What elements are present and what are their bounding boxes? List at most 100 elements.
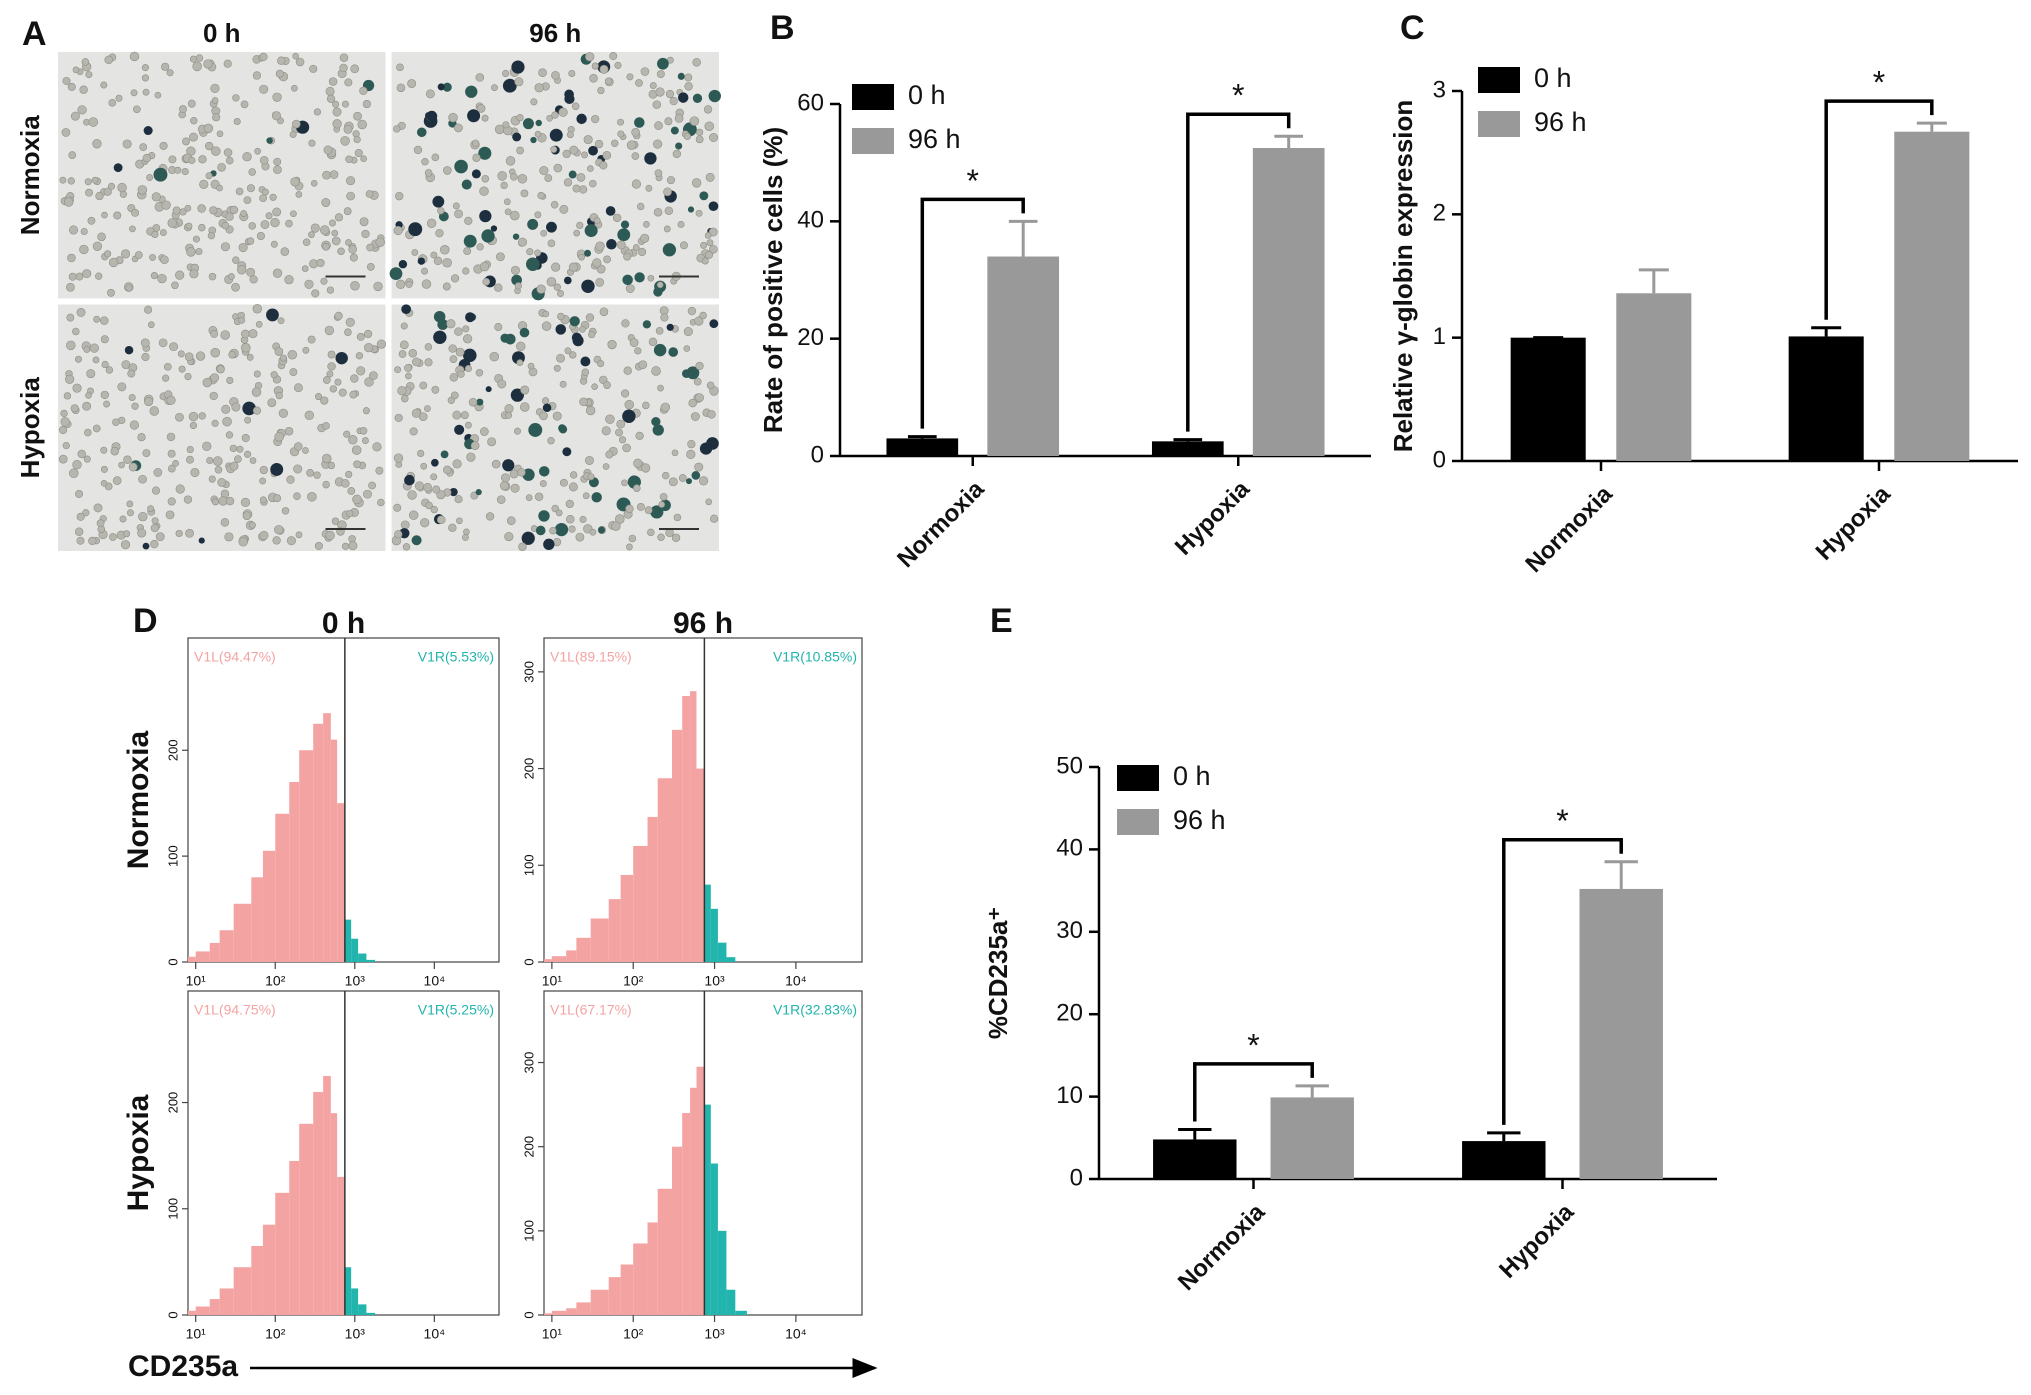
cell: [461, 533, 469, 541]
cell: [81, 58, 90, 66]
cell: [599, 161, 608, 170]
cell: [476, 104, 486, 113]
x-tick-label: 10⁴: [424, 1326, 446, 1342]
cell: [240, 329, 250, 339]
cell: [468, 397, 478, 407]
cell: [405, 372, 412, 380]
cell: [249, 457, 257, 464]
cell: [326, 94, 336, 103]
cell: [512, 132, 522, 142]
cell: [177, 350, 185, 358]
histogram-bin: [672, 729, 683, 962]
cell: [569, 145, 579, 155]
cell: [510, 483, 520, 493]
histogram-bin: [704, 884, 711, 962]
cell: [620, 220, 630, 229]
cell: [117, 182, 127, 193]
cell: [189, 269, 199, 279]
cell: [592, 258, 602, 268]
cell: [449, 355, 458, 363]
cell: [634, 272, 645, 283]
histogram-bin: [330, 739, 338, 962]
legend-swatch: [1478, 67, 1520, 93]
cell: [85, 188, 93, 197]
cell: [172, 460, 179, 467]
cell: [175, 412, 184, 422]
cell: [547, 437, 555, 445]
cell: [329, 219, 336, 227]
cell: [310, 223, 320, 233]
cell: [211, 146, 221, 156]
y-tick-label: 20: [797, 324, 824, 351]
cell: [588, 145, 598, 156]
cell: [259, 52, 268, 61]
cell: [497, 171, 507, 181]
cell: [363, 489, 372, 499]
cell: [167, 497, 176, 506]
y-tick-label: 200: [521, 1136, 536, 1158]
legend-swatch: [1478, 111, 1520, 137]
histogram-bin: [233, 903, 252, 962]
histogram-bin: [262, 1224, 276, 1315]
cell: [418, 412, 428, 422]
cell: [436, 515, 446, 525]
cell: [623, 366, 632, 375]
cell: [695, 209, 703, 217]
cell: [175, 529, 183, 538]
cell: [433, 330, 447, 344]
cell: [356, 332, 365, 341]
cell: [75, 272, 84, 281]
legend-label: 96 h: [908, 124, 961, 154]
cell: [407, 79, 417, 88]
histogram-bin: [344, 1267, 352, 1315]
cell: [657, 57, 669, 70]
cell: [654, 169, 663, 177]
histogram-bin: [323, 1075, 331, 1315]
cell: [691, 471, 701, 480]
cell: [221, 404, 231, 414]
cell: [348, 435, 358, 445]
cell: [472, 153, 481, 162]
cell: [220, 242, 230, 252]
cell: [572, 335, 584, 347]
y-tick-label: 40: [1056, 835, 1083, 862]
histogram-bin: [544, 1313, 552, 1315]
cell: [275, 69, 284, 78]
cell: [159, 141, 168, 150]
cell: [605, 206, 616, 216]
y-tick-label: 100: [165, 845, 180, 867]
cell: [72, 459, 82, 470]
gate-label-right: V1R(5.53%): [418, 649, 494, 665]
cell: [69, 468, 79, 478]
cell: [212, 456, 223, 466]
cell: [101, 211, 108, 219]
cell: [348, 541, 358, 551]
cell: [323, 376, 331, 384]
cell: [534, 83, 544, 93]
y-tick-label: 20: [1056, 1000, 1083, 1027]
cell: [307, 492, 317, 502]
cell: [431, 153, 440, 162]
cell: [327, 362, 336, 371]
histogram-bin: [209, 942, 220, 962]
cell: [155, 532, 165, 542]
cell: [617, 228, 631, 242]
cell: [516, 146, 524, 155]
cell: [112, 418, 120, 426]
cell: [710, 514, 719, 523]
cell: [564, 93, 575, 105]
cell: [186, 455, 194, 464]
cell: [442, 82, 452, 92]
cell: [351, 445, 362, 455]
cell: [87, 216, 96, 225]
cell: [457, 370, 465, 378]
x-tick-label: 10³: [345, 973, 366, 989]
histogram-bin: [633, 845, 648, 962]
cell: [345, 155, 353, 164]
histogram-bin: [289, 782, 300, 962]
cell: [126, 500, 134, 508]
cell: [603, 255, 611, 264]
cell: [151, 230, 159, 238]
cell: [421, 279, 432, 289]
cell: [222, 416, 232, 427]
